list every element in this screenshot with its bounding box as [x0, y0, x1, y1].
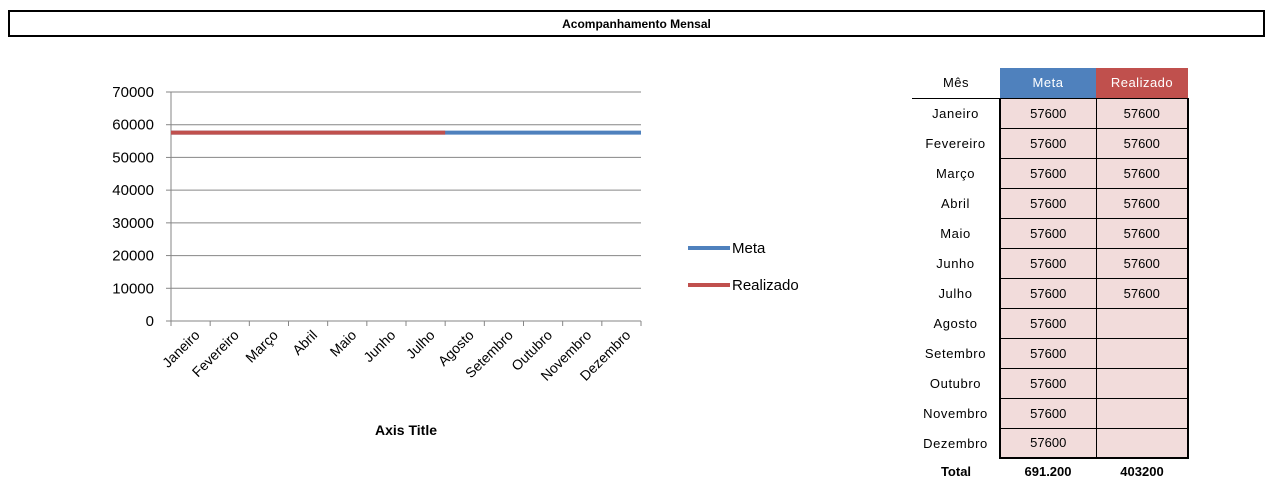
- report-title: Acompanhamento Mensal: [8, 10, 1265, 37]
- month-cell: Julho: [912, 278, 1001, 308]
- legend-label-realizado: Realizado: [732, 276, 799, 294]
- total-row: Total 691.200 403200: [912, 458, 1188, 484]
- realizado-cell: [1095, 337, 1189, 369]
- month-cell: Maio: [912, 218, 1001, 248]
- month-cell: Fevereiro: [912, 128, 1001, 158]
- x-tick-label: Julho: [403, 327, 438, 362]
- table-row: Março 57600 57600: [912, 157, 1189, 189]
- total-meta: 691.200: [1024, 464, 1072, 479]
- realizado-cell: 57600: [1095, 157, 1189, 189]
- meta-cell: 57600: [999, 337, 1097, 369]
- monthly-table: Mês Meta Realizado Janeiro 57600 57600 Feve…: [912, 68, 1189, 484]
- realizado-cell: 57600: [1095, 127, 1189, 159]
- month-cell: Outubro: [912, 368, 1001, 398]
- table-row: Abril 57600 57600: [912, 187, 1189, 219]
- y-tick-label: 0: [146, 313, 154, 330]
- meta-cell: 57600: [999, 277, 1097, 309]
- y-tick-label: 20000: [112, 248, 154, 265]
- month-cell: Março: [912, 158, 1001, 188]
- line-chart: 010000200003000040000500006000070000Jane…: [112, 84, 642, 438]
- table-row: Novembro 57600: [912, 397, 1189, 429]
- total-label: Total: [940, 463, 972, 479]
- x-tick-label: Maio: [327, 327, 360, 360]
- realizado-cell: 57600: [1095, 187, 1189, 219]
- total-realizado: 403200: [1120, 464, 1164, 479]
- table-row: Janeiro 57600 57600: [912, 97, 1189, 129]
- table-row: Agosto 57600: [912, 307, 1189, 339]
- table-row: Setembro 57600: [912, 337, 1189, 369]
- realizado-cell: 57600: [1095, 217, 1189, 249]
- month-cell: Setembro: [912, 338, 1001, 368]
- y-tick-label: 60000: [112, 117, 154, 134]
- chart-legend: Meta Realizado: [688, 238, 799, 312]
- x-tick-label: Abril: [289, 327, 320, 358]
- table-row: Julho 57600 57600: [912, 277, 1189, 309]
- legend-item-realizado: Realizado: [688, 275, 799, 295]
- realizado-cell: 57600: [1095, 247, 1189, 279]
- legend-label-meta: Meta: [732, 239, 766, 257]
- month-cell: Junho: [912, 248, 1001, 278]
- legend-item-meta: Meta: [688, 238, 799, 258]
- y-tick-label: 30000: [112, 215, 154, 232]
- y-tick-label: 70000: [112, 84, 154, 101]
- y-tick-label: 50000: [112, 149, 154, 166]
- table-row: Fevereiro 57600 57600: [912, 127, 1189, 159]
- meta-cell: 57600: [999, 127, 1097, 159]
- realizado-cell: 57600: [1095, 97, 1189, 129]
- table-row: Dezembro 57600: [912, 427, 1189, 459]
- month-cell: Novembro: [912, 398, 1001, 428]
- header-meta: Meta: [1000, 68, 1096, 98]
- meta-cell: 57600: [999, 187, 1097, 219]
- meta-cell: 57600: [999, 367, 1097, 399]
- table-row: Junho 57600 57600: [912, 247, 1189, 279]
- table-row: Outubro 57600: [912, 367, 1189, 399]
- legend-swatch-realizado: [688, 283, 730, 287]
- legend-swatch-meta: [688, 246, 730, 250]
- header-realizado: Realizado: [1096, 68, 1188, 98]
- month-cell: Janeiro: [912, 98, 1001, 128]
- meta-cell: 57600: [999, 157, 1097, 189]
- realizado-cell: [1095, 307, 1189, 339]
- month-cell: Agosto: [912, 308, 1001, 338]
- meta-cell: 57600: [999, 427, 1097, 459]
- meta-cell: 57600: [999, 97, 1097, 129]
- realizado-cell: [1095, 367, 1189, 399]
- meta-cell: 57600: [999, 397, 1097, 429]
- meta-cell: 57600: [999, 307, 1097, 339]
- x-axis-title: Axis Title: [375, 422, 437, 438]
- month-cell: Abril: [912, 188, 1001, 218]
- y-tick-label: 10000: [112, 280, 154, 297]
- realizado-cell: [1095, 397, 1189, 429]
- realizado-cell: [1095, 427, 1189, 459]
- table-body: Janeiro 57600 57600 Fevereiro 57600 57600 Març…: [912, 97, 1189, 459]
- table-row: Maio 57600 57600: [912, 217, 1189, 249]
- x-tick-label: Junho: [360, 327, 398, 365]
- y-tick-label: 40000: [112, 182, 154, 199]
- header-month: Mês: [912, 68, 1000, 99]
- realizado-cell: 57600: [1095, 277, 1189, 309]
- meta-cell: 57600: [999, 217, 1097, 249]
- meta-cell: 57600: [999, 247, 1097, 279]
- month-cell: Dezembro: [912, 428, 1001, 458]
- x-tick-label: Março: [242, 327, 281, 366]
